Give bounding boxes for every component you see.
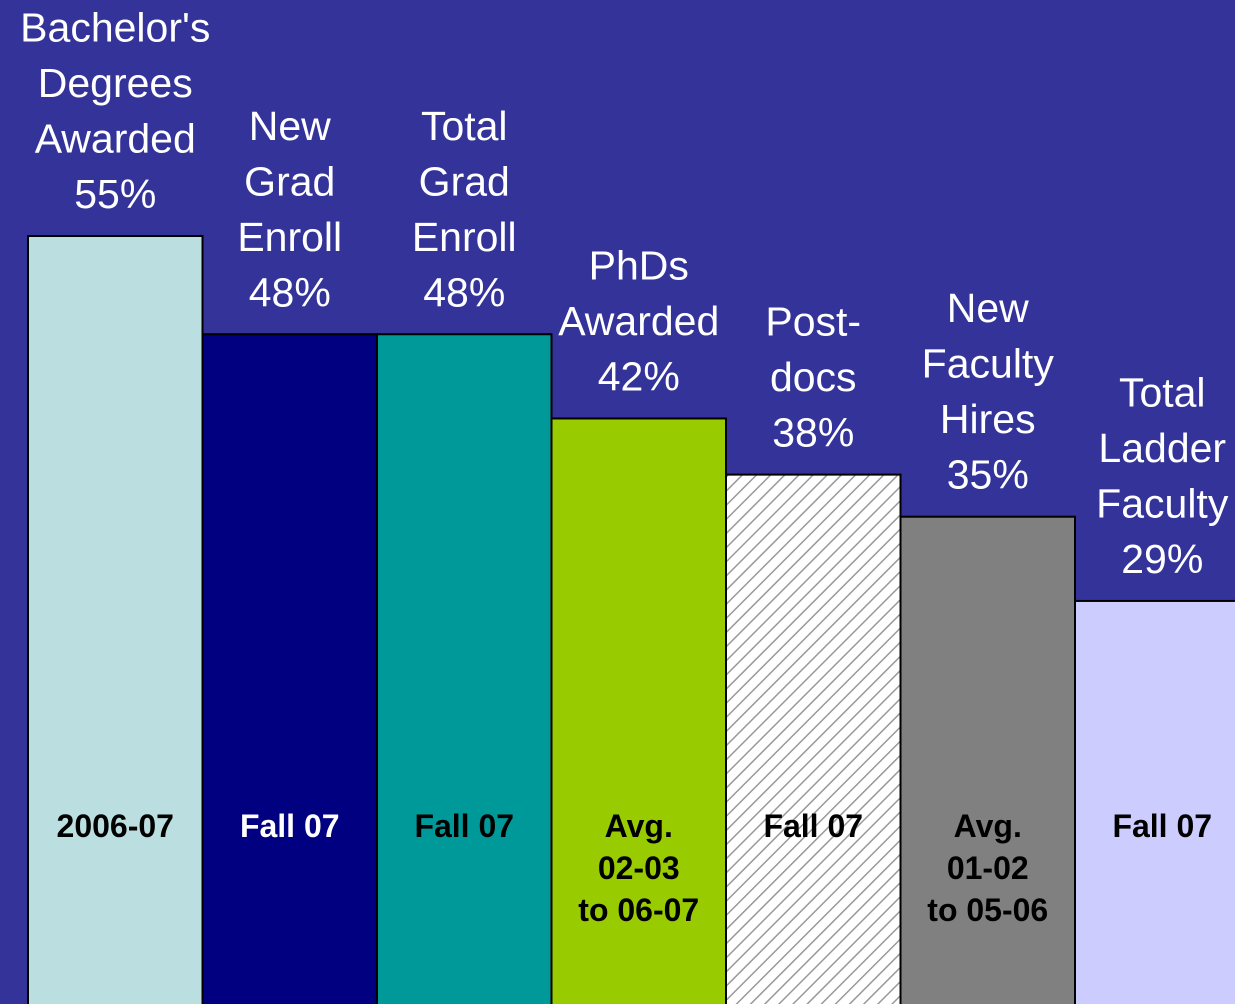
bar	[201, 333, 378, 1004]
period-label: 2006-07	[57, 808, 174, 844]
bar	[27, 235, 204, 1004]
category-label: Total Ladder Faculty	[1096, 369, 1229, 526]
period-label: Fall 07	[1112, 808, 1212, 844]
category-label: PhDs Awarded	[558, 242, 719, 344]
bar	[725, 473, 902, 1004]
value-label: 38%	[772, 410, 854, 456]
period-label: Fall 07	[414, 808, 514, 844]
value-label: 29%	[1121, 536, 1203, 582]
value-label: 48%	[249, 269, 331, 315]
category-label: New Grad Enroll	[237, 103, 342, 260]
period-label: Avg. 02-03 to 06-07	[578, 808, 699, 928]
category-label: Bachelor's Degrees Awarded	[20, 5, 210, 162]
period-label: Avg. 01-02 to 05-06	[927, 808, 1048, 928]
bar	[376, 333, 553, 1004]
value-label: 48%	[423, 269, 505, 315]
category-label: Post-docs	[765, 299, 861, 401]
period-label: Fall 07	[240, 808, 340, 844]
bar	[1074, 599, 1235, 1004]
value-label: 55%	[74, 171, 156, 217]
bar	[550, 417, 727, 1004]
period-label: Fall 07	[763, 808, 863, 844]
bar	[899, 515, 1076, 1004]
value-label: 42%	[598, 353, 680, 399]
category-label: New Faculty Hires	[922, 285, 1055, 442]
value-label: 35%	[947, 452, 1029, 498]
category-label: Total Grad Enroll	[412, 103, 517, 260]
